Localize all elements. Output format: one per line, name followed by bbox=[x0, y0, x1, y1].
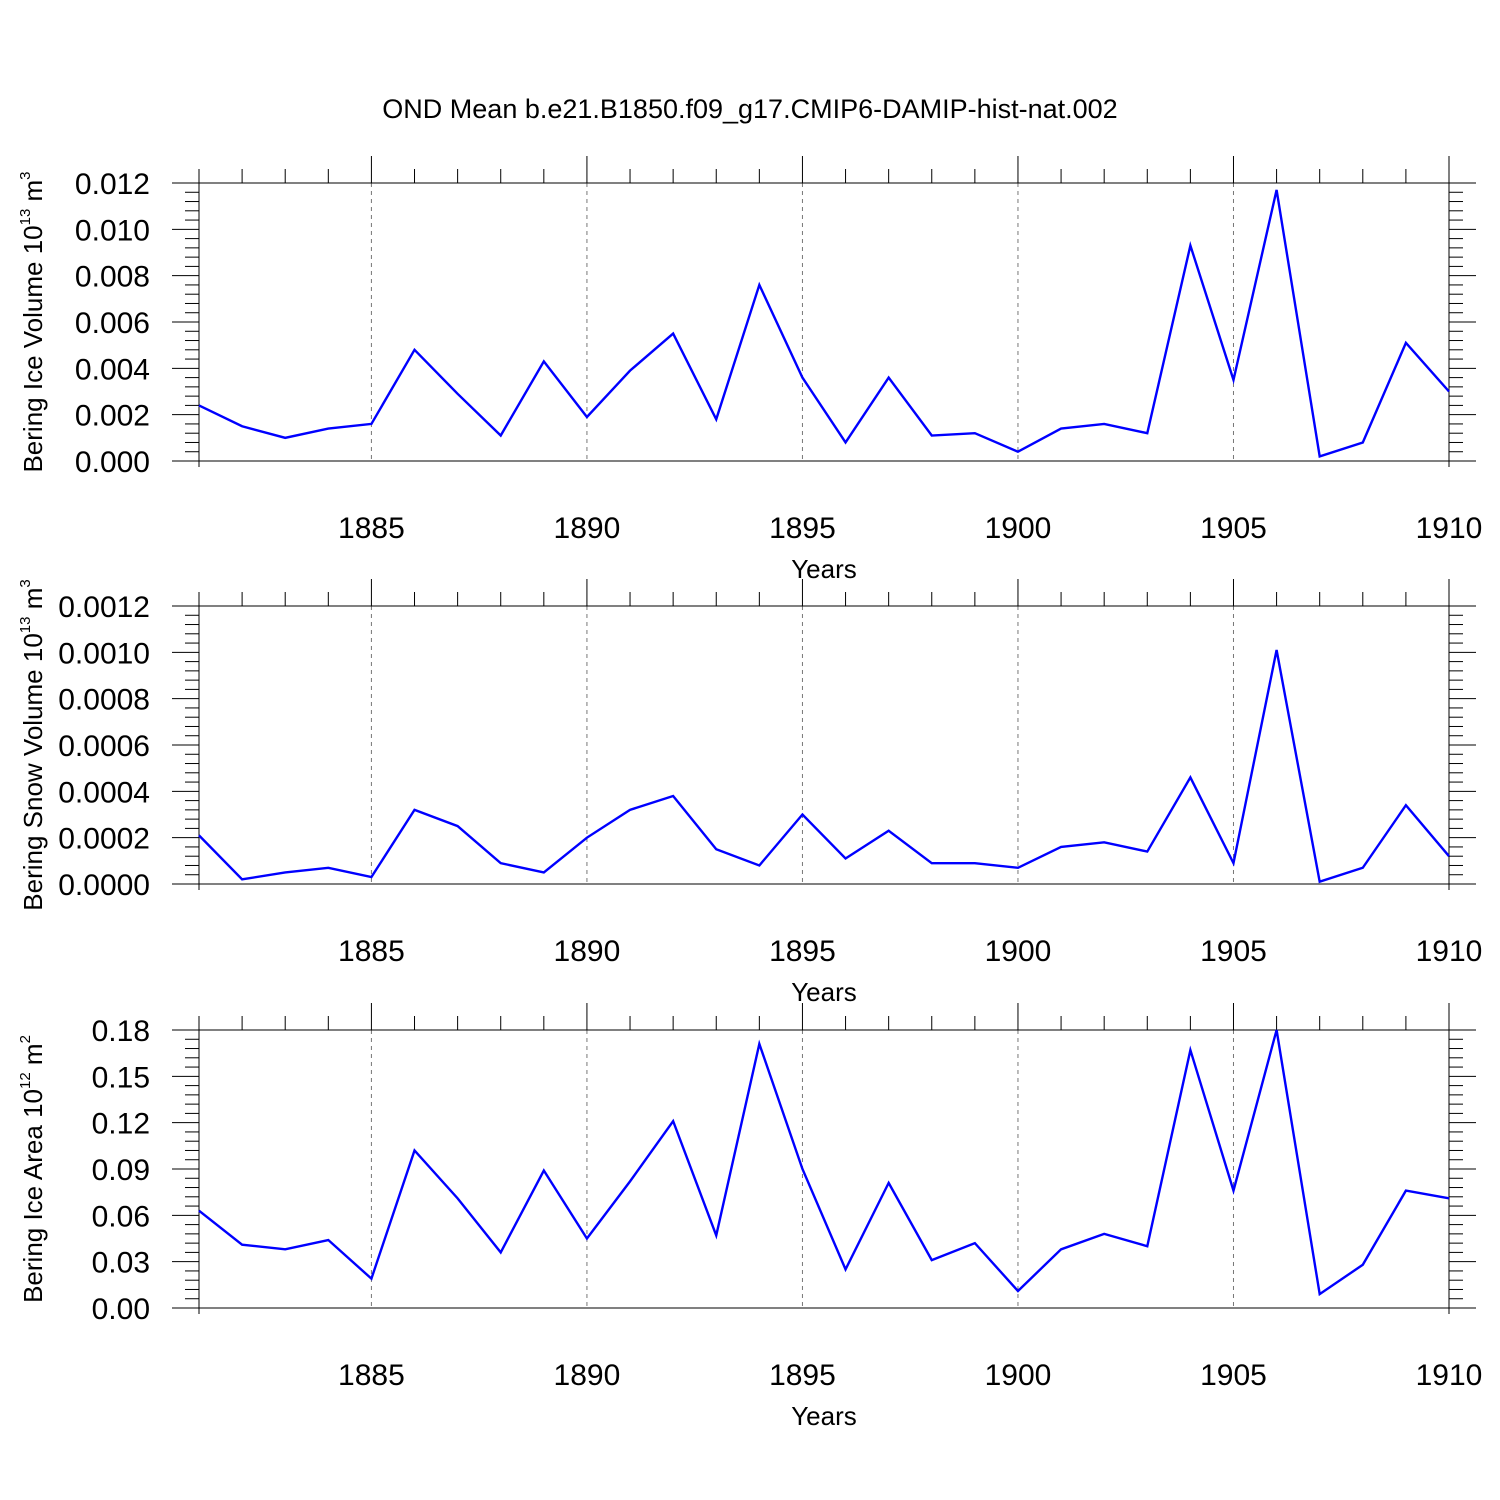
y-axis-title-text: Bering Snow Volume 10 bbox=[18, 633, 48, 911]
series-line-bering-ice-area bbox=[198, 1029, 1450, 1297]
y-axis-title: Bering Ice Volume 1013 m3 bbox=[17, 171, 48, 472]
y-tick-label: 0.0002 bbox=[58, 823, 150, 856]
y-axis-title-exponent: 12 bbox=[17, 1072, 34, 1089]
x-tick-label: 1885 bbox=[338, 1359, 405, 1392]
figure-title: OND Mean b.e21.B1850.f09_g17.CMIP6-DAMIP… bbox=[382, 94, 1117, 124]
y-axis-title-unit-exponent: 3 bbox=[17, 171, 34, 179]
y-tick-label: 0.0008 bbox=[58, 684, 150, 717]
x-tick-label: 1895 bbox=[769, 512, 836, 545]
y-axis-title: Bering Snow Volume 1013 m3 bbox=[17, 579, 48, 910]
y-axis-title-exponent: 13 bbox=[17, 617, 34, 634]
chart-panel-3: 0.00 0.03 0.06 0.09 0.12 0.15 0.18 1885 1890 1895… bbox=[17, 1003, 1482, 1431]
x-tick-label: 1910 bbox=[1416, 512, 1483, 545]
y-tick-label: 0.0004 bbox=[58, 776, 150, 809]
y-tick-label: 0.06 bbox=[92, 1200, 150, 1233]
y-axis-title-unit-exponent: 3 bbox=[17, 579, 34, 587]
x-tick-label: 1895 bbox=[769, 935, 836, 968]
x-tick-label: 1885 bbox=[338, 512, 405, 545]
x-tick-label: 1890 bbox=[554, 935, 621, 968]
y-tick-label: 0.0010 bbox=[58, 637, 150, 670]
y-axis-title: Bering Ice Area 1012 m2 bbox=[17, 1035, 48, 1303]
y-tick-label: 0.010 bbox=[75, 214, 150, 247]
y-tick-label: 0.12 bbox=[92, 1108, 150, 1141]
y-tick-label: 0.006 bbox=[75, 307, 150, 340]
x-tick-label: 1900 bbox=[985, 1359, 1052, 1392]
y-tick-label: 0.000 bbox=[75, 446, 150, 479]
y-tick-label: 0.00 bbox=[92, 1293, 150, 1326]
x-tick-label: 1910 bbox=[1416, 1359, 1483, 1392]
series-line-bering-ice-volume bbox=[198, 189, 1450, 458]
chart-panel-2: 0.0000 0.0002 0.0004 0.0006 0.0008 0.0010 0.00… bbox=[17, 579, 1482, 1007]
x-tick-label: 1900 bbox=[985, 512, 1052, 545]
y-axis-title-exponent: 13 bbox=[17, 209, 34, 226]
x-tick-label: 1895 bbox=[769, 1359, 836, 1392]
y-tick-label: 0.012 bbox=[75, 168, 150, 201]
y-tick-label: 0.03 bbox=[92, 1247, 150, 1280]
y-axis-title-text: Bering Ice Volume 10 bbox=[18, 225, 48, 472]
x-axis-title: Years bbox=[791, 1401, 857, 1431]
x-axis-title: Years bbox=[791, 554, 857, 584]
y-axis-title-text: Bering Ice Area 10 bbox=[18, 1089, 48, 1303]
y-axis-title-unit: m bbox=[18, 180, 48, 209]
y-axis-title-unit-exponent: 2 bbox=[17, 1035, 34, 1043]
y-axis-title-unit: m bbox=[18, 588, 48, 617]
y-tick-label: 0.008 bbox=[75, 261, 150, 294]
x-axis-title: Years bbox=[791, 977, 857, 1007]
x-tick-label: 1900 bbox=[985, 935, 1052, 968]
y-tick-label: 0.0006 bbox=[58, 730, 150, 763]
x-tick-label: 1905 bbox=[1200, 512, 1267, 545]
y-tick-label: 0.004 bbox=[75, 353, 150, 386]
x-tick-label: 1890 bbox=[554, 512, 621, 545]
y-tick-label: 0.002 bbox=[75, 400, 150, 433]
y-tick-label: 0.0000 bbox=[58, 869, 150, 902]
x-tick-label: 1910 bbox=[1416, 935, 1483, 968]
x-tick-label: 1905 bbox=[1200, 1359, 1267, 1392]
x-tick-label: 1890 bbox=[554, 1359, 621, 1392]
y-tick-label: 0.18 bbox=[92, 1015, 150, 1048]
y-tick-label: 0.09 bbox=[92, 1154, 150, 1187]
y-tick-label: 0.15 bbox=[92, 1061, 150, 1094]
y-tick-label: 0.0012 bbox=[58, 591, 150, 624]
x-tick-label: 1885 bbox=[338, 935, 405, 968]
series-line-bering-snow-volume bbox=[198, 649, 1450, 884]
chart-panel-1: 0.000 0.002 0.004 0.006 0.008 0.010 0.012 1885 1… bbox=[17, 156, 1482, 584]
x-tick-label: 1905 bbox=[1200, 935, 1267, 968]
y-axis-title-unit: m bbox=[18, 1043, 48, 1072]
